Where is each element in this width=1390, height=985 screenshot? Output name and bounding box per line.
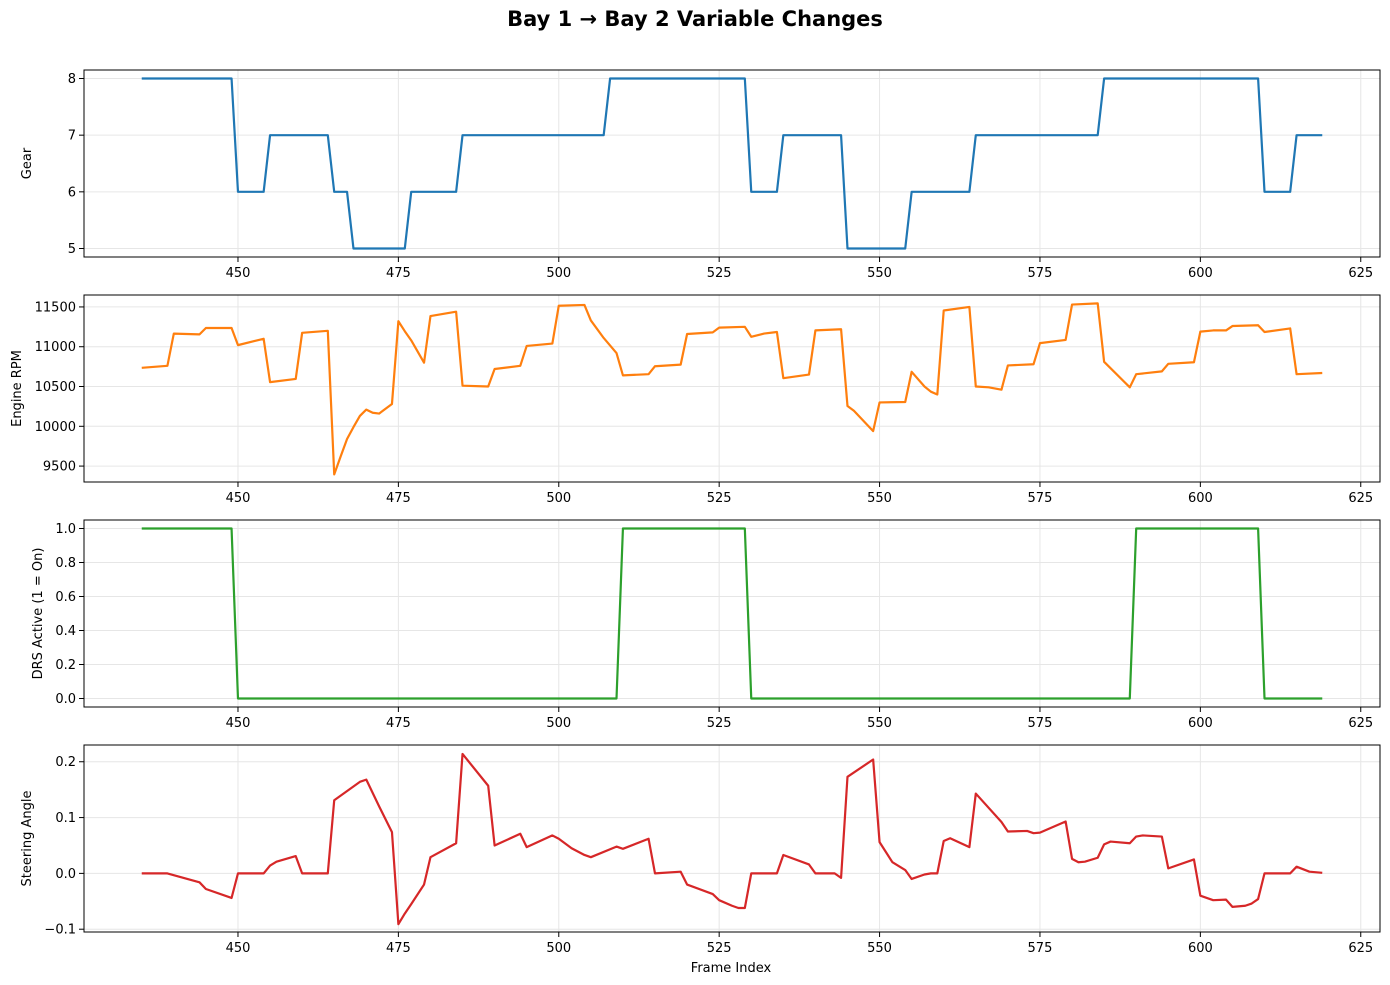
y-tick-label: 11000 [35, 340, 76, 355]
x-tick-label: 525 [707, 941, 732, 956]
y-axis-label: Engine RPM [10, 350, 25, 427]
series-line [141, 77, 1323, 250]
y-axis-label: Steering Angle [20, 791, 35, 887]
y-tick-label: −0.1 [44, 923, 76, 938]
y-axis-label: Gear [20, 147, 35, 179]
series-line [141, 752, 1323, 926]
x-tick-label: 600 [1188, 266, 1213, 281]
y-tick-label: 10500 [35, 380, 76, 395]
x-tick-label: 450 [226, 716, 251, 731]
x-tick-label: 500 [546, 716, 571, 731]
y-tick-label: 9500 [43, 460, 76, 475]
x-tick-label: 600 [1188, 716, 1213, 731]
x-tick-label: 625 [1348, 266, 1373, 281]
series-line [141, 302, 1323, 476]
y-tick-label: 0.4 [55, 624, 76, 639]
x-tick-label: 575 [1028, 941, 1053, 956]
axes-frame [83, 744, 1381, 933]
x-tick-label: 475 [386, 716, 411, 731]
y-tick-label: 0.6 [55, 590, 76, 605]
axes-frame [83, 294, 1381, 483]
x-tick-label: 500 [546, 491, 571, 506]
y-tick-label: 0.0 [55, 692, 76, 707]
x-tick-label: 550 [867, 716, 892, 731]
y-tick-label: 0.1 [55, 811, 76, 826]
x-tick-label: 475 [386, 941, 411, 956]
x-tick-label: 500 [546, 941, 571, 956]
panel-engine-rpm: 450 475 500 525 550 575 600 625 9500 10000 10500 11… [10, 294, 1381, 506]
panel-gear: 450 475 500 525 550 575 600 625 5 6 7 8 Gear [20, 69, 1381, 281]
x-tick-label: 450 [226, 266, 251, 281]
series-line [141, 527, 1323, 700]
x-tick-label: 475 [386, 266, 411, 281]
x-tick-label: 600 [1188, 491, 1213, 506]
y-tick-label: 0.2 [55, 755, 76, 770]
y-tick-label: 7 [68, 129, 76, 144]
panel-drs-active: 450 475 500 525 550 575 600 625 0.0 0.2 0.4 0.6 0.8 1… [31, 519, 1381, 731]
x-tick-label: 625 [1348, 716, 1373, 731]
x-tick-label: 475 [386, 491, 411, 506]
y-tick-label: 5 [68, 242, 76, 257]
x-tick-label: 450 [226, 941, 251, 956]
x-tick-label: 525 [707, 716, 732, 731]
x-tick-label: 575 [1028, 491, 1053, 506]
y-tick-label: 8 [68, 72, 76, 87]
x-axis-label: Frame Index [691, 961, 772, 976]
x-tick-label: 625 [1348, 491, 1373, 506]
x-tick-label: 575 [1028, 266, 1053, 281]
y-tick-label: 0.2 [55, 658, 76, 673]
x-tick-label: 625 [1348, 941, 1373, 956]
x-tick-label: 550 [867, 941, 892, 956]
x-tick-label: 500 [546, 266, 571, 281]
y-tick-label: 6 [68, 185, 76, 200]
chart-title: Bay 1 → Bay 2 Variable Changes [507, 7, 883, 31]
x-tick-label: 525 [707, 491, 732, 506]
x-tick-label: 550 [867, 266, 892, 281]
y-axis-label: DRS Active (1 = On) [31, 548, 46, 680]
panel-steering-angle: 450 475 500 525 550 575 600 625 −0.1 0.0 0.1 0.2 Ste… [20, 744, 1381, 956]
x-tick-label: 550 [867, 491, 892, 506]
x-tick-label: 450 [226, 491, 251, 506]
axes-frame [83, 69, 1381, 258]
y-tick-label: 0.8 [55, 556, 76, 571]
y-tick-label: 10000 [35, 420, 76, 435]
axes-frame [83, 519, 1381, 708]
y-tick-label: 1.0 [55, 522, 76, 537]
x-tick-label: 575 [1028, 716, 1053, 731]
y-tick-label: 0.0 [55, 867, 76, 882]
x-tick-label: 525 [707, 266, 732, 281]
y-tick-label: 11500 [35, 300, 76, 315]
x-tick-label: 600 [1188, 941, 1213, 956]
